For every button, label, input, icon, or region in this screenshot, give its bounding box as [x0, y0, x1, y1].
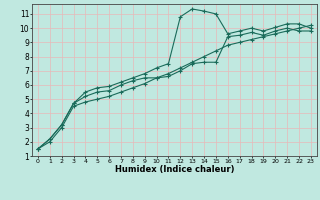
X-axis label: Humidex (Indice chaleur): Humidex (Indice chaleur): [115, 165, 234, 174]
